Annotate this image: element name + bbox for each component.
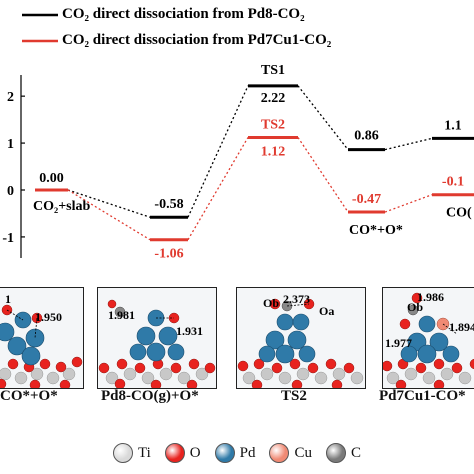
distance-label: 2.373	[283, 292, 310, 306]
connector-line	[384, 194, 433, 213]
atom-legend-label: Cu	[294, 444, 312, 461]
energy-profile-chart: 2 1 0 -1 0.00 -0.58 2.22 0.86 1.1 -1.06 1.12 -0.47…	[2, 63, 474, 262]
atom-legend-label: Ti	[137, 444, 151, 461]
atom-ball-icon	[112, 443, 133, 463]
state-label: TS1	[261, 63, 285, 78]
distance-label: 1.931	[176, 324, 203, 338]
energy-value-label: 1.12	[261, 144, 286, 159]
y-tick-label: 0	[7, 184, 14, 199]
energy-value-label: -1.06	[154, 247, 183, 262]
energy-value-label: -0.47	[352, 192, 381, 207]
atom-legend-label: Pd	[239, 444, 256, 461]
atom-legend-label: C	[351, 444, 362, 461]
distance-label: 1.950	[35, 310, 62, 324]
legend-label-pd8: CO₂ direct dissociation from Pd8-CO₂	[62, 6, 305, 22]
distance-label: 1	[5, 292, 11, 306]
connector-line	[67, 189, 151, 241]
state-label: TS2	[261, 117, 285, 132]
atom-ball-icon	[326, 443, 346, 463]
atom-legend: Ti O Pd Cu C	[0, 438, 474, 468]
atom-legend-item: Ti	[112, 443, 151, 463]
structure-panel-1: 1 1.950	[0, 287, 84, 389]
legend-entry-pd7cu1: CO₂ direct dissociation from Pd7Cu1-CO₂	[22, 32, 331, 49]
atom-legend-item: O	[164, 443, 201, 463]
energy-value-label: 1.1	[444, 118, 462, 133]
atom-legend-item: Pd	[214, 443, 256, 463]
legend-line-pd8	[22, 13, 58, 16]
y-tick-label: 1	[7, 137, 14, 152]
energy-value-label: -0.58	[154, 197, 183, 212]
connector-line	[297, 137, 349, 213]
structure-image-3	[237, 298, 364, 388]
atom-legend-item: Cu	[269, 443, 312, 463]
distance-label: 1.977	[385, 336, 412, 350]
legend-entry-pd8: CO₂ direct dissociation from Pd8-CO₂	[22, 6, 305, 23]
atom-legend-item: C	[326, 443, 361, 463]
atom-ball-icon	[269, 443, 290, 463]
connector-line	[384, 137, 433, 151]
structure-image-4	[383, 292, 474, 388]
state-label: CO*+O*	[349, 223, 403, 238]
connector-line	[187, 85, 249, 218]
structure-image-2	[98, 299, 216, 388]
structure-panel-2: 1.981 1.931	[97, 287, 217, 389]
atom-label-ob: Ob	[407, 300, 424, 314]
legend-line-pd7cu1	[22, 39, 58, 42]
energy-value-label: 0.86	[354, 129, 379, 144]
structure-panel-4: Ob 1.986 1.894 1.977	[382, 287, 474, 389]
atom-label-oa: Oa	[319, 304, 335, 318]
structure-panel-3: Ob 2.373 Oa	[236, 287, 366, 389]
structure-label-2: Pd8-CO(g)+O*	[101, 388, 199, 404]
energy-value-label: 2.22	[261, 91, 286, 106]
connector-line	[67, 189, 151, 218]
legend-label-pd7cu1: CO₂ direct dissociation from Pd7Cu1-CO₂	[62, 32, 332, 48]
atom-ball-icon	[214, 443, 235, 463]
atom-ball-icon	[164, 443, 185, 463]
structure-label-1: CO*+O*	[0, 388, 58, 404]
connector-line	[297, 85, 349, 151]
distance-label: 1.894	[449, 320, 474, 334]
distance-label: 1.981	[108, 308, 135, 322]
energy-value-label: 0.00	[39, 171, 64, 186]
distance-label: 1.986	[417, 290, 444, 304]
connector-line	[187, 137, 249, 241]
y-tick-label: 2	[7, 90, 14, 105]
atom-legend-label: O	[189, 444, 201, 461]
structure-image-1	[0, 304, 83, 388]
y-tick-label: -1	[2, 231, 14, 246]
state-label: CO(	[446, 206, 472, 221]
energy-value-label: -0.1	[442, 175, 464, 190]
structure-label-3: TS2	[281, 388, 307, 404]
structure-label-4: Pd7Cu1-CO*	[379, 388, 466, 404]
state-label: CO₂+slab	[33, 199, 91, 214]
atom-label-ob: Ob	[263, 296, 280, 310]
